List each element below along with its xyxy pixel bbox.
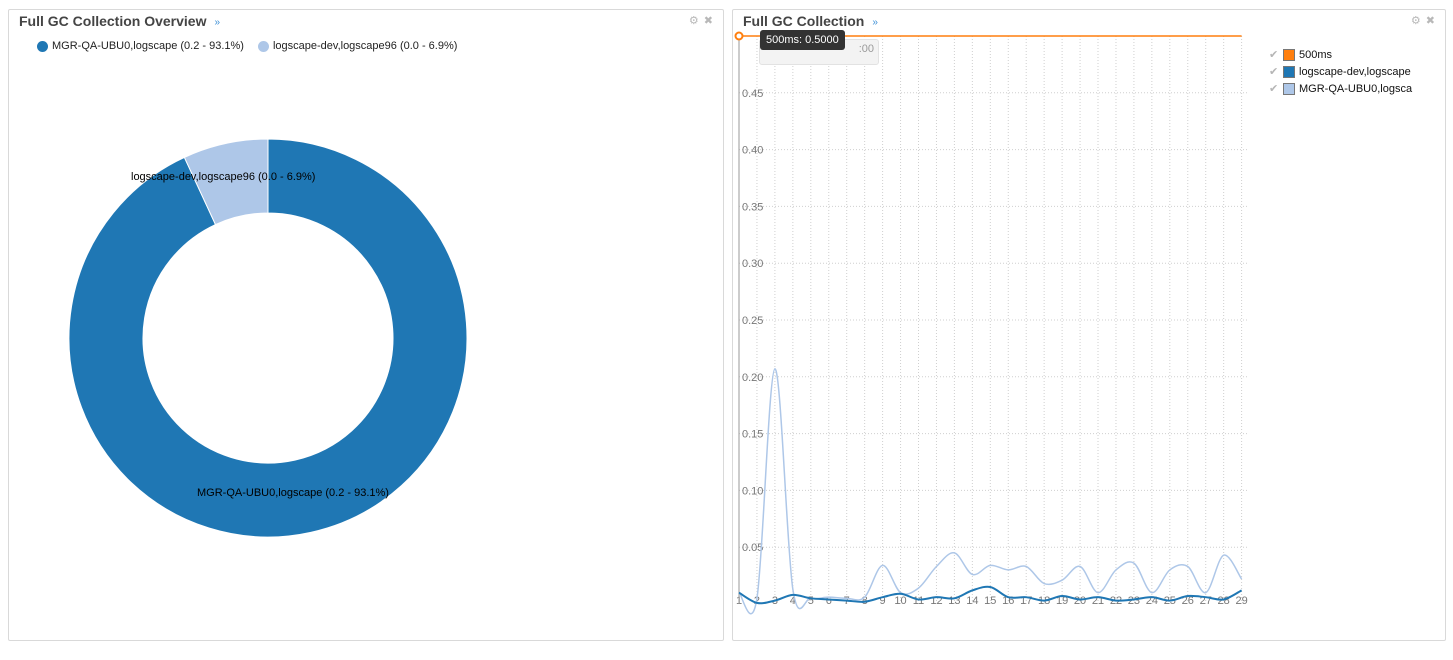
donut-slice-1[interactable] [183, 138, 269, 226]
x-tick-label: 9 [880, 595, 886, 607]
legend-item-mgr[interactable]: ✔ MGR-QA-UBU0,logsca [1269, 80, 1439, 97]
legend-label: logscape-dev,logscape96 (0.0 - 6.9%) [272, 40, 458, 52]
close-icon[interactable]: ✖ [703, 15, 713, 27]
gear-icon[interactable]: ⚙ [688, 15, 699, 27]
legend-label: 500ms [1299, 48, 1333, 61]
gear-icon[interactable]: ⚙ [1410, 15, 1421, 27]
panel-title-text: Full GC Collection [743, 13, 865, 29]
x-tick-label: 11 [913, 595, 924, 607]
y-tick-label: 0.20 [742, 372, 763, 384]
slice-label-logscape-dev: logscape-dev,logscape96 (0.0 - 6.9%) [131, 171, 315, 183]
y-tick-label: 0.30 [742, 258, 763, 270]
x-tick-label: 14 [966, 595, 978, 607]
x-tick-label: 4 [790, 595, 796, 607]
y-tick-label: 0.10 [742, 485, 763, 497]
legend-dot [37, 40, 48, 52]
legend-swatch [1283, 82, 1295, 95]
y-tick-label: 0.45 [742, 88, 763, 100]
legend-swatch [1283, 65, 1295, 78]
legend-item-500ms[interactable]: ✔ 500ms [1269, 46, 1439, 63]
line-chart: 0.050.100.150.200.250.300.350.400.451234… [734, 31, 1248, 615]
x-tick-label: 6 [826, 595, 832, 607]
panel-title: Full GC Collection Overview » [19, 13, 220, 29]
legend-label: MGR-QA-UBU0,logsca [1299, 82, 1413, 95]
donut-chart: logscape-dev,logscape96 (0.0 - 6.9%) MGR… [68, 138, 468, 538]
y-tick-label: 0.35 [742, 201, 763, 213]
close-icon[interactable]: ✖ [1425, 15, 1435, 27]
x-tick-label: 15 [984, 595, 996, 607]
line-legend: ✔ 500ms ✔ logscape-dev,logscape ✔ MGR-QA… [1269, 46, 1439, 97]
series-line-2[interactable] [738, 368, 1243, 615]
x-tick-label: 23 [1128, 595, 1140, 607]
overview-panel: Full GC Collection Overview » ⚙ ✖ MGR-QA… [8, 9, 724, 641]
check-icon: ✔ [1269, 66, 1279, 78]
y-tick-label: 0.25 [742, 315, 763, 327]
y-tick-label: 0.15 [742, 429, 763, 441]
legend-item-logscape-dev[interactable]: ✔ logscape-dev,logscape [1269, 63, 1439, 80]
line-chart-panel: Full GC Collection » ⚙ ✖ 0.05 0.10 0.15 0.2… [732, 9, 1446, 641]
legend-item-mgr[interactable]: MGR-QA-UBU0,logscape (0.2 - 93.1%) [37, 40, 244, 52]
tooltip: 500ms: 0.5000 [760, 30, 845, 50]
check-icon: ✔ [1269, 83, 1279, 95]
x-tick-label: 19 [1056, 595, 1068, 607]
series-line-1[interactable] [738, 585, 1243, 605]
slice-label-mgr: MGR-QA-UBU0,logscape (0.2 - 93.1%) [197, 487, 389, 499]
x-tick-label: 10 [894, 595, 906, 607]
x-tick-label: 26 [1182, 595, 1194, 607]
panel-controls: ⚙ ✖ [1411, 15, 1435, 27]
legend-swatch [1283, 48, 1295, 61]
x-tick-label: 28 [1218, 595, 1230, 607]
hover-point[interactable] [734, 31, 744, 41]
legend-label: logscape-dev,logscape [1299, 65, 1411, 78]
y-tick-label: 0.40 [742, 145, 763, 157]
x-tick-label: 20 [1074, 595, 1086, 607]
x-tick-label: 29 [1235, 595, 1247, 607]
panel-title: Full GC Collection » [743, 13, 878, 29]
y-tick-label: 0.05 [742, 542, 763, 554]
legend-dot [257, 40, 269, 52]
legend-label: MGR-QA-UBU0,logscape (0.2 - 93.1%) [52, 40, 244, 52]
chevron-double-down-icon[interactable]: » [214, 16, 221, 28]
panel-title-text: Full GC Collection Overview [19, 13, 207, 29]
donut-slice-0[interactable] [68, 138, 468, 538]
chevron-double-down-icon[interactable]: » [872, 16, 878, 28]
panel-controls: ⚙ ✖ [689, 15, 713, 27]
check-icon: ✔ [1269, 49, 1279, 61]
x-tick-label: 5 [808, 595, 814, 607]
legend-item-logscape-dev[interactable]: logscape-dev,logscape96 (0.0 - 6.9%) [257, 40, 458, 52]
pie-legend: MGR-QA-UBU0,logscape (0.2 - 93.1%) logsc… [37, 40, 457, 52]
